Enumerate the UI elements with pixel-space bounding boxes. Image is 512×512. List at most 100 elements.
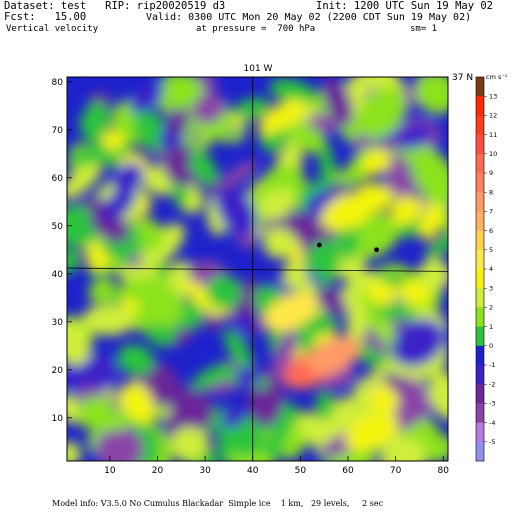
colorbar-swatch <box>476 288 484 308</box>
dataset-header: Dataset: test RIP: rip20020519 d3 <box>4 0 226 12</box>
field-patch <box>346 303 368 343</box>
field-patch <box>399 281 432 306</box>
field-patch <box>262 227 295 259</box>
field-patch <box>85 246 111 271</box>
colorbar-label: -5 <box>489 438 495 446</box>
field-patch <box>232 97 270 121</box>
field-patch <box>191 92 226 124</box>
field-patch <box>88 278 116 304</box>
field-patch <box>391 318 445 367</box>
y-tick-label: 20 <box>52 366 64 376</box>
field-patch <box>236 361 260 389</box>
field-patch <box>101 129 124 152</box>
colorbar-label: 9 <box>489 169 493 177</box>
field-patch <box>319 142 336 196</box>
parallel-label: 37 N <box>452 73 473 83</box>
y-tick-label: 50 <box>52 222 64 232</box>
field-patch <box>397 123 433 150</box>
field-patch <box>257 98 305 135</box>
field-patch <box>419 200 444 241</box>
field-patch <box>67 247 80 275</box>
colorbar-swatch <box>476 326 484 347</box>
colorbar-label: 3 <box>489 284 493 292</box>
field-patch <box>358 87 407 139</box>
colorbar-swatch <box>476 96 484 116</box>
colorbar-swatch <box>476 441 484 462</box>
smoothing: sm= 1 <box>410 24 438 34</box>
field-patch <box>172 387 214 429</box>
field-patch <box>322 77 354 126</box>
colorbar-label: 5 <box>489 246 493 254</box>
field-patch <box>215 186 258 237</box>
colorbar-swatch <box>476 173 484 193</box>
field-patch <box>112 162 144 194</box>
field-patch <box>379 436 427 461</box>
field-feature <box>263 292 318 332</box>
meridian-label: 101 W <box>244 64 273 74</box>
y-tick-label: 70 <box>52 126 64 136</box>
field-patch <box>140 223 185 268</box>
init-time: Init: 1200 UTC Sun 19 May 02 <box>316 0 494 12</box>
x-tick-label: 20 <box>152 466 164 476</box>
velocity-field <box>67 77 448 461</box>
colorbar-label: 13 <box>489 92 497 100</box>
field-patch <box>116 344 155 376</box>
field-patch <box>392 196 424 226</box>
field-patch <box>183 279 224 317</box>
colorbar-label: 8 <box>489 188 493 196</box>
forecast-hour: Fcst: 15.00 <box>4 11 87 23</box>
colorbar-swatch <box>476 307 484 327</box>
colorbar-label: 4 <box>489 265 493 273</box>
field-patch <box>70 150 96 166</box>
field-patch <box>133 109 167 152</box>
location-marker <box>374 247 379 253</box>
colorbar-label: 6 <box>489 227 493 235</box>
y-tick-label: 60 <box>52 174 64 184</box>
field-patch <box>81 304 136 336</box>
colorbar-swatch <box>476 230 484 251</box>
field-patch <box>413 152 448 205</box>
x-tick-label: 60 <box>342 466 354 476</box>
field-feature <box>306 335 361 375</box>
y-tick-label: 40 <box>52 270 64 280</box>
field-patch <box>425 229 448 258</box>
field-patch <box>167 100 193 135</box>
field-patch <box>219 160 258 189</box>
field-name: Vertical velocity <box>6 24 99 34</box>
colorbar-swatch <box>476 192 484 212</box>
y-tick-label: 80 <box>52 78 64 88</box>
axis-ticks: 10 20 30 40 50 60 70 80 10 20 30 40 50 60 70 80 <box>52 78 450 476</box>
colorbar-label: 10 <box>489 150 497 158</box>
field-patch <box>361 149 392 176</box>
colorbar-label: -4 <box>489 419 495 427</box>
x-tick-label: 80 <box>438 466 450 476</box>
map-overlay <box>66 77 449 461</box>
field-patch <box>67 320 92 366</box>
colorbar-label: 1 <box>489 323 493 331</box>
field-patch <box>170 426 210 461</box>
field-patch <box>129 82 165 114</box>
colorbar-swatch <box>476 211 484 231</box>
field-patch <box>101 185 137 222</box>
colorbar-swatch <box>476 77 484 97</box>
field-patch <box>105 411 132 432</box>
colorbar-label: 7 <box>489 208 493 216</box>
x-tick-label: 40 <box>247 466 259 476</box>
field-patch <box>346 213 400 259</box>
field-patch <box>258 188 298 220</box>
parallel-line <box>66 267 449 272</box>
field-patch <box>81 101 110 145</box>
field-patch <box>297 414 335 449</box>
model-info: Model info: V3.5.0 No Cumulus Blackadar … <box>52 499 384 508</box>
field-patch <box>120 277 173 304</box>
colorbar-label: 12 <box>489 112 497 120</box>
x-tick-label: 70 <box>390 466 402 476</box>
field-patch <box>270 327 299 380</box>
y-tick-label: 10 <box>52 414 64 424</box>
field-feature <box>344 412 399 452</box>
colorbar-swatch <box>476 249 484 270</box>
colorbar-label: -2 <box>489 380 495 388</box>
field-patch <box>415 77 448 115</box>
field-patch <box>357 288 387 340</box>
